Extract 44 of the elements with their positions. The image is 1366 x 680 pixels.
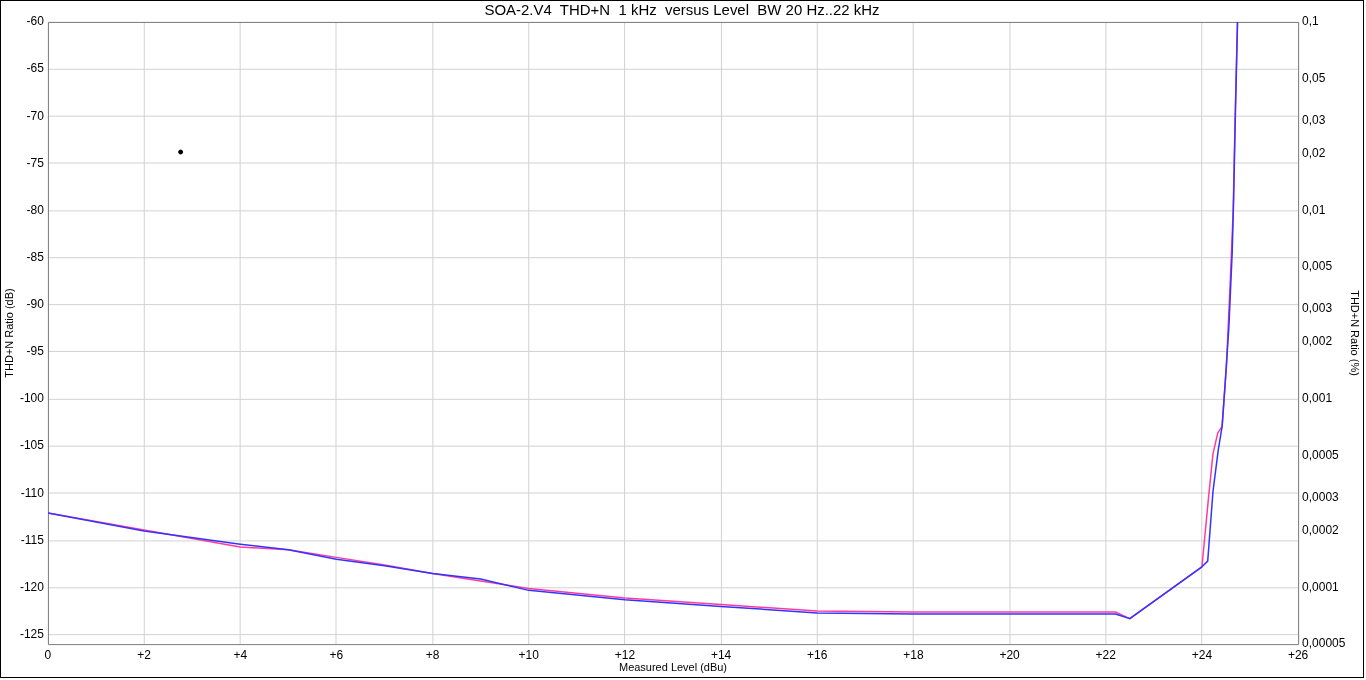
y2-tick-label: 0,0002 — [1302, 522, 1340, 537]
x-tick-label: +18 — [903, 647, 924, 662]
y2-tick-label: 0,003 — [1302, 301, 1333, 316]
y2-tick-label: 0,02 — [1302, 145, 1326, 160]
x-tick-label: +22 — [1095, 647, 1117, 662]
y-tick-label: -80 — [26, 202, 45, 217]
x-tick-label: 0 — [44, 647, 52, 662]
y-tick-label: -110 — [20, 485, 45, 500]
y-tick-label: -105 — [19, 438, 45, 453]
y-tick-label: -60 — [26, 14, 45, 29]
x-tick-label: +2 — [137, 647, 152, 662]
y-tick-label: -75 — [26, 155, 45, 170]
chart-title: SOA-2.V4 THD+N 1 kHz versus Level BW 20 Hz..22 kHz — [484, 1, 880, 19]
x-tick-label: +12 — [614, 647, 636, 662]
y2-tick-label: 0,0005 — [1302, 447, 1340, 462]
y-tick-label: -100 — [19, 391, 45, 406]
y-tick-label: -70 — [26, 108, 45, 123]
y2-tick-label: 0,05 — [1302, 70, 1326, 85]
x-tick-label: +14 — [710, 647, 732, 662]
y-tick-label: -95 — [26, 344, 45, 359]
y2-tick-label: 0,1 — [1302, 14, 1320, 29]
y-tick-label: -120 — [19, 579, 45, 594]
y2-tick-label: 0,03 — [1302, 112, 1326, 127]
y-tick-label: -65 — [26, 61, 45, 76]
y2-tick-label: 0,002 — [1302, 334, 1333, 349]
y-tick-label: -85 — [26, 249, 45, 264]
y-tick-label: -115 — [20, 532, 45, 547]
x-tick-label: +24 — [1191, 647, 1213, 662]
x-axis-title: Measured Level (dBu) — [619, 661, 728, 674]
x-tick-label: +8 — [425, 647, 440, 662]
y2-tick-label: 0,005 — [1302, 259, 1333, 274]
y-tick-label: -90 — [26, 297, 45, 312]
y-axis-title: THD+N Ratio (dB) — [2, 288, 15, 378]
y2-tick-label: 0,0001 — [1302, 579, 1340, 594]
x-tick-label: +6 — [329, 647, 344, 662]
y2-axis-title: THD+N Ratio (%) — [1349, 290, 1362, 376]
y2-tick-label: 0,001 — [1302, 391, 1333, 406]
y2-tick-label: 0,01 — [1302, 202, 1326, 217]
x-tick-label: +4 — [233, 647, 248, 662]
y-tick-label: -125 — [19, 626, 45, 641]
x-tick-label: +16 — [807, 647, 828, 662]
x-tick-label: +20 — [999, 647, 1021, 662]
x-tick-label: +10 — [518, 647, 540, 662]
y2-tick-label: 0,0003 — [1302, 489, 1340, 504]
